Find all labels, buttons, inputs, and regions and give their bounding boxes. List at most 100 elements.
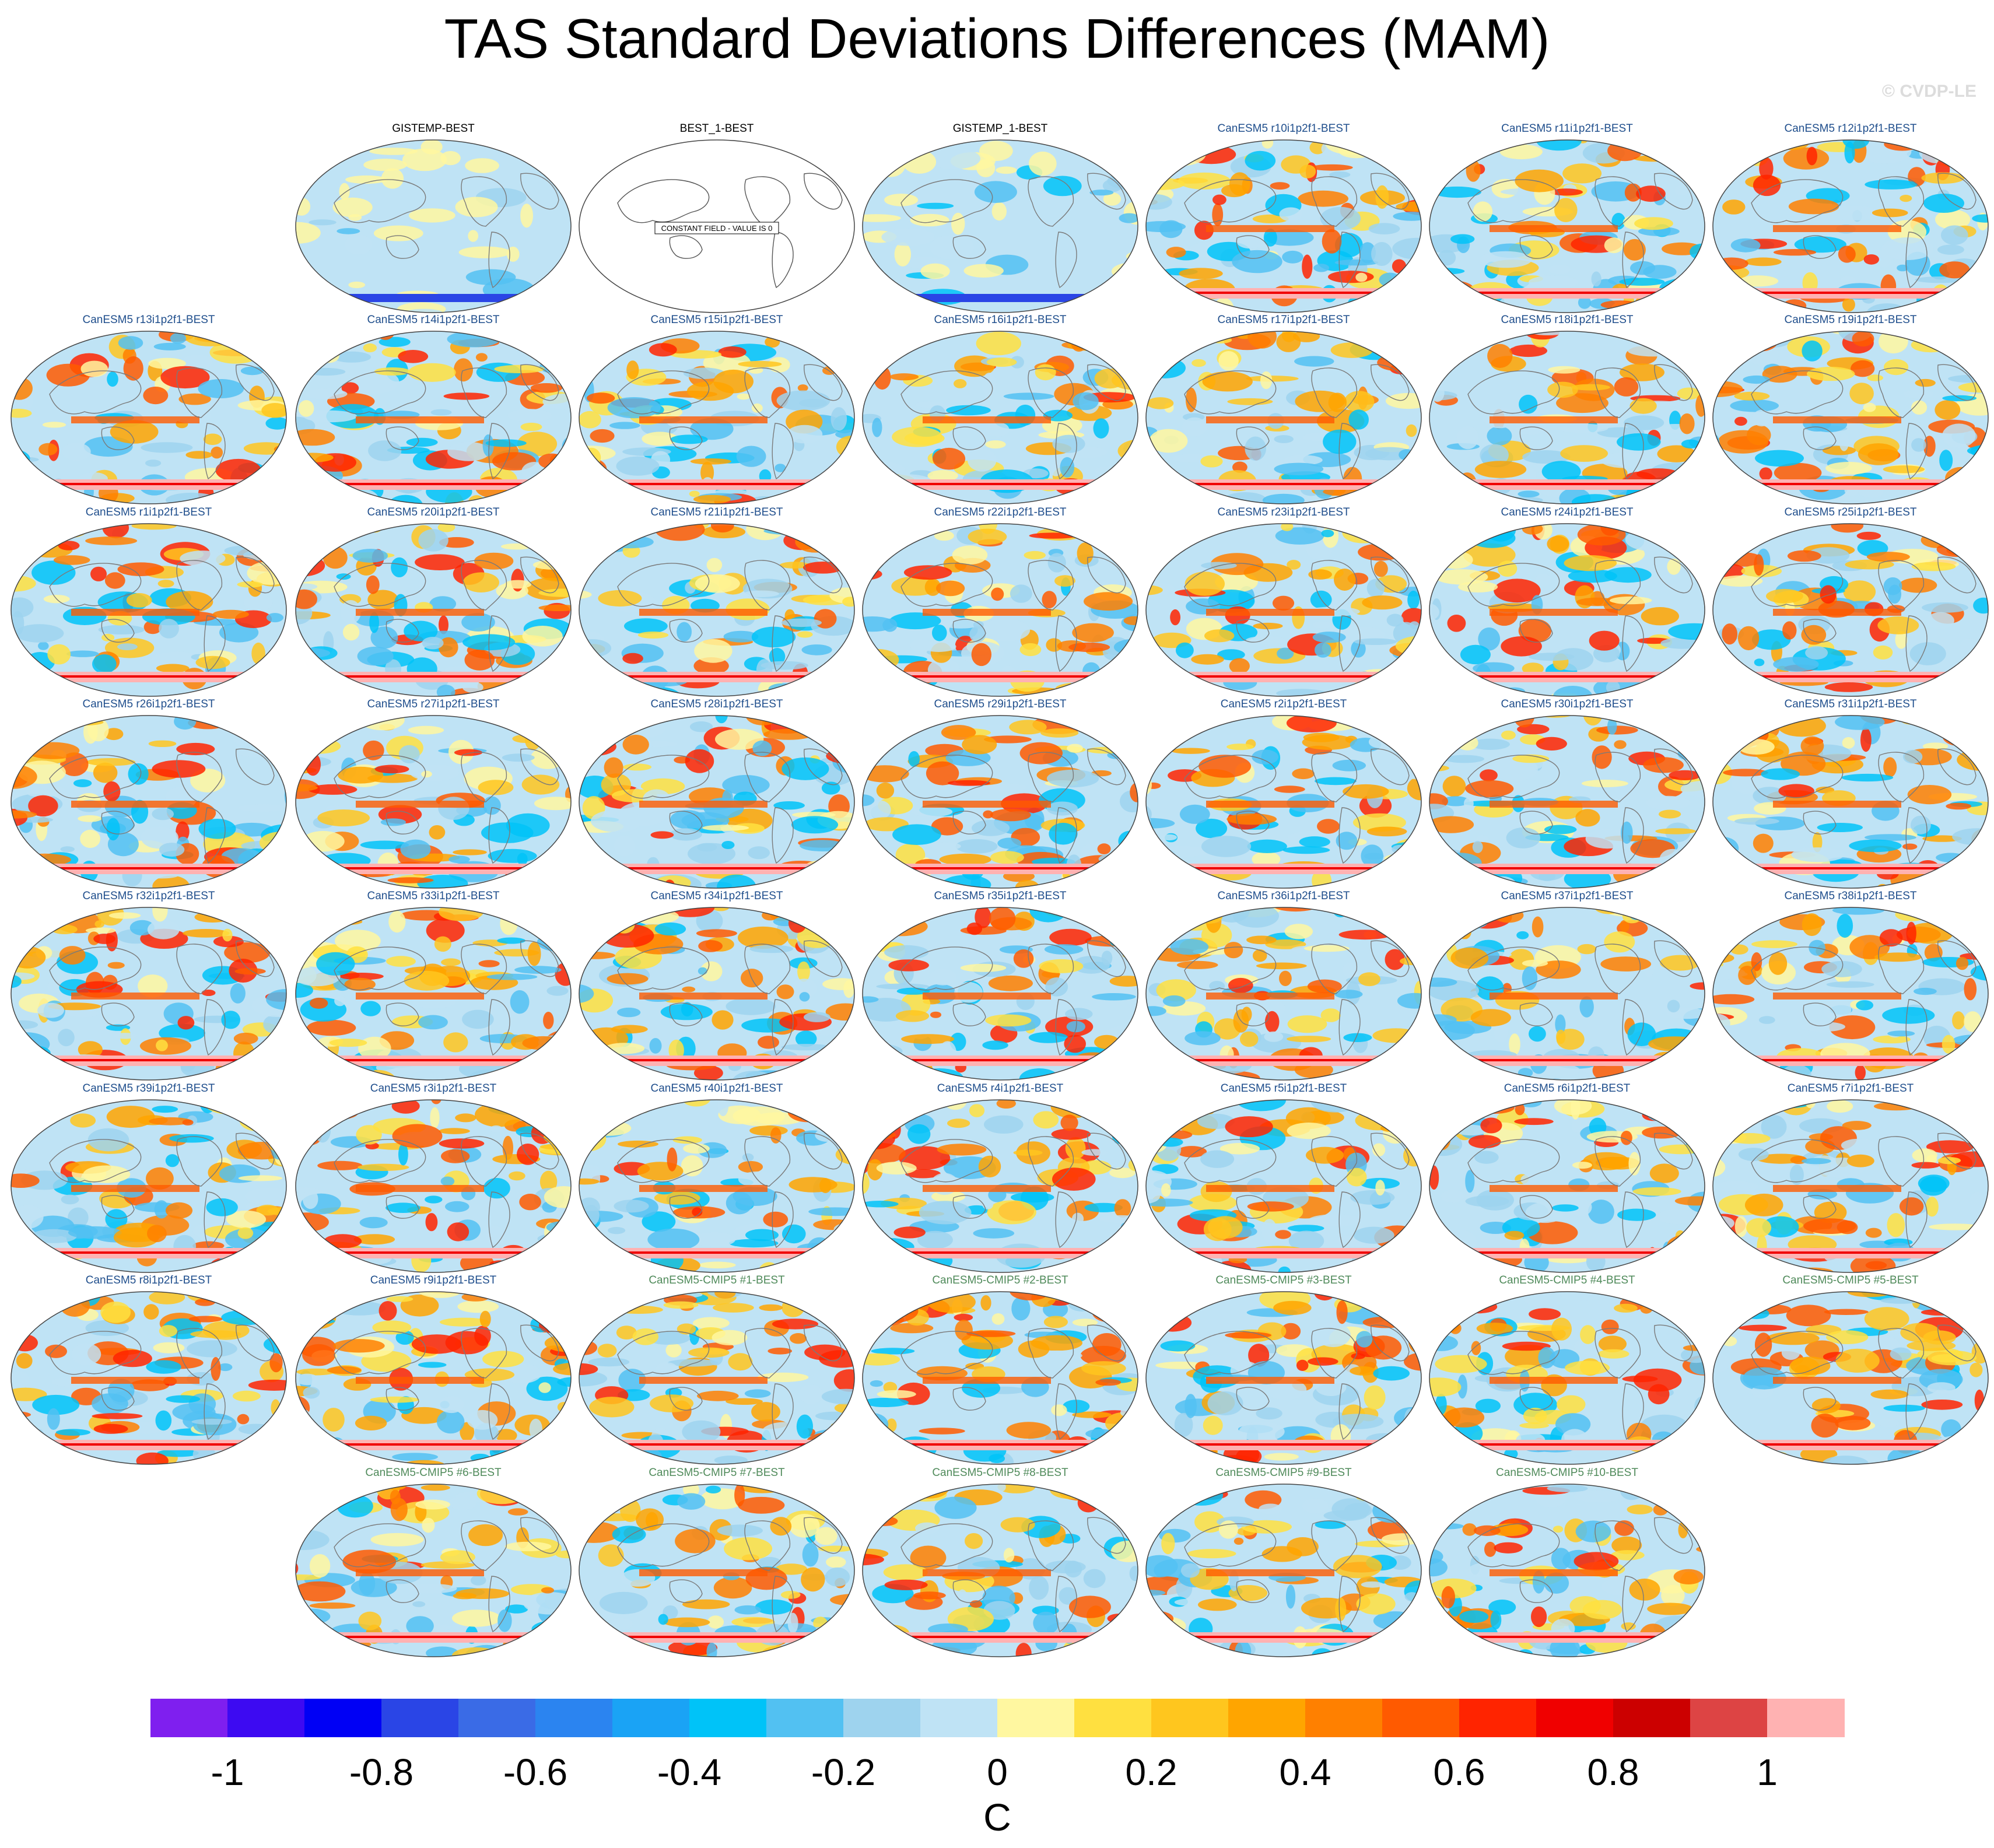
anomaly-patch: [1121, 494, 1138, 503]
anomaly-patch: [306, 367, 346, 376]
anomaly-patch: [751, 403, 763, 413]
anomaly-patch: [1049, 822, 1078, 845]
anomaly-patch: [1805, 646, 1828, 660]
anomaly-patch: [251, 642, 265, 665]
anomaly-patch: [1473, 662, 1515, 675]
anomaly-patch: [1118, 830, 1138, 852]
anomaly-patch: [984, 1115, 1024, 1134]
anomaly-patch: [1713, 907, 1736, 929]
map-panel: CanESM5-CMIP5 #2-BEST: [858, 1274, 1142, 1467]
anomaly-patch: [1429, 1165, 1439, 1190]
anomaly-patch: [1721, 1119, 1733, 1131]
anomaly-patch: [390, 1498, 408, 1521]
anomaly-patch: [979, 141, 1013, 162]
anomaly-patch: [1972, 214, 1988, 223]
anomaly-patch: [1386, 1072, 1421, 1080]
anomaly-patch: [42, 422, 66, 428]
anomaly-patch: [787, 1102, 829, 1123]
anomaly-patch: [502, 1135, 513, 1160]
coastline: [1338, 1191, 1361, 1249]
anomaly-patch: [624, 618, 668, 634]
anomaly-patch: [138, 974, 168, 998]
anomaly-patch: [884, 194, 919, 206]
anomaly-patch: [829, 534, 854, 552]
equatorial-band: [923, 801, 1051, 808]
anomaly-patch: [782, 757, 829, 780]
anomaly-patch: [778, 1457, 802, 1464]
map-outline: [1145, 139, 1422, 313]
constant-field-label: CONSTANT FIELD - VALUE IS 0: [661, 224, 773, 233]
anomaly-patch: [905, 1169, 941, 1179]
anomaly-patch: [529, 1418, 542, 1440]
anomaly-patch: [1551, 1317, 1572, 1341]
anomaly-patch: [1389, 331, 1417, 353]
anomaly-patch: [1146, 472, 1164, 483]
anomaly-patch: [1364, 1385, 1386, 1410]
anomaly-patch: [1591, 271, 1601, 287]
anomaly-patch: [1560, 445, 1608, 462]
world-map: [1712, 1291, 1989, 1465]
anomaly-patch: [1699, 1126, 1705, 1146]
anomaly-patch: [1687, 160, 1705, 184]
anomaly-patch: [1840, 276, 1856, 283]
anomaly-patch: [1473, 201, 1493, 222]
anomaly-patch: [1773, 657, 1819, 672]
anomaly-patch: [893, 1226, 926, 1239]
anomaly-patch: [1730, 399, 1779, 412]
anomaly-patch: [1975, 716, 1986, 732]
map-panel: CanESM5 r9i1p2f1-BEST: [292, 1274, 575, 1467]
coastline: [1184, 179, 1277, 223]
map-outline: [1429, 523, 1705, 697]
anomaly-patch: [1229, 172, 1250, 196]
equatorial-band: [639, 609, 768, 616]
anomaly-patch: [512, 734, 539, 743]
anomaly-patch: [642, 1211, 676, 1232]
anomaly-patch: [1625, 1263, 1669, 1272]
anomaly-patch: [358, 1611, 382, 1630]
anomaly-patch: [300, 738, 341, 754]
coastline: [1878, 944, 1925, 994]
world-map: [1145, 139, 1422, 313]
anomaly-patch: [1444, 755, 1484, 763]
coastline: [900, 946, 993, 991]
anomaly-patch: [604, 757, 623, 778]
anomaly-patch: [1865, 834, 1916, 841]
coastline: [772, 1576, 794, 1633]
anomaly-patch: [557, 1377, 571, 1387]
anomaly-patch: [38, 641, 49, 650]
anomaly-patch: [602, 524, 616, 535]
anomaly-patch: [726, 1191, 753, 1215]
anomaly-patch: [1659, 848, 1686, 869]
anomaly-patch: [269, 1353, 283, 1373]
anomaly-patch: [539, 727, 552, 741]
anomaly-patch: [47, 644, 71, 665]
anomaly-patch: [1623, 239, 1646, 261]
anomaly-patch: [1627, 1022, 1656, 1046]
anomaly-patch: [1476, 1323, 1513, 1335]
anomaly-patch: [1757, 1234, 1767, 1258]
anomaly-patch: [1226, 744, 1254, 751]
anomaly-patch: [1429, 497, 1470, 504]
anomaly-patch: [325, 1103, 360, 1115]
anomaly-patch: [1665, 687, 1697, 696]
anomaly-patch: [1743, 1367, 1787, 1390]
panel-title: CanESM5 r13i1p2f1-BEST: [82, 314, 215, 326]
anomaly-patch: [579, 495, 611, 504]
anomaly-patch: [1178, 172, 1231, 190]
anomaly-patch: [706, 557, 723, 572]
southern-ocean-line: [863, 867, 1138, 869]
anomaly-patch: [248, 1379, 286, 1391]
anomaly-patch: [107, 371, 118, 387]
anomaly-patch: [1210, 553, 1264, 576]
anomaly-patch: [1883, 1404, 1925, 1412]
anomaly-patch: [972, 820, 1010, 836]
anomaly-patch: [181, 355, 213, 370]
anomaly-patch: [1908, 1074, 1941, 1080]
anomaly-patch: [1515, 169, 1564, 192]
anomaly-patch: [100, 1302, 131, 1323]
anomaly-patch: [1942, 423, 1976, 448]
anomaly-patch: [1713, 495, 1744, 504]
anomaly-patch: [1855, 1065, 1866, 1080]
anomaly-patch: [618, 687, 657, 696]
anomaly-patch: [624, 1239, 636, 1251]
